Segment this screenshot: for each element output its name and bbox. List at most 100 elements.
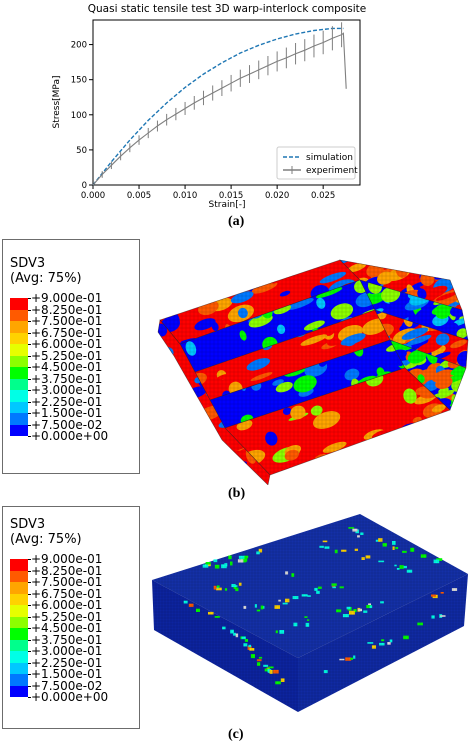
damage-patch — [161, 399, 172, 413]
legend-color-swatch — [10, 593, 28, 605]
damage-patch — [410, 434, 432, 446]
y-axis-label: Stress[MPa] — [52, 76, 62, 129]
damage-patch — [178, 417, 196, 427]
legend-color-swatch — [10, 378, 28, 390]
legend-color-swatch — [10, 651, 28, 663]
mesh-overlay-side — [298, 574, 468, 712]
stress-strain-chart: Quasi static tensile test 3D warp-interl… — [52, 3, 366, 210]
y-tick-label: 100 — [71, 111, 87, 121]
legend-tick — [28, 355, 31, 357]
y-tick-label: 50 — [76, 146, 87, 156]
legend-value-label: +1.500e-01 — [31, 667, 103, 681]
x-tick-label: 0.000 — [81, 191, 105, 201]
mesh-overlay — [195, 310, 390, 400]
series-line-simulation — [92, 27, 344, 186]
damage-patch — [176, 464, 203, 478]
damage-patch — [416, 423, 424, 430]
damage-patch — [436, 424, 450, 440]
damage-patch — [371, 455, 386, 464]
legend-tick — [28, 401, 31, 403]
mesh-overlay-front — [152, 580, 298, 712]
legend-value-label: +6.750e-01 — [31, 325, 103, 340]
legend-value-label: +7.500e-01 — [31, 575, 103, 589]
damage-patch — [220, 279, 228, 288]
damage-patch — [158, 461, 171, 469]
legend-color-swatch — [10, 639, 28, 651]
legend-color-swatch — [10, 559, 28, 571]
legend-c-scale: +9.000e-01 +8.250e-01 +7.500e-01 +6.750e-01… — [10, 553, 130, 703]
damage-patch — [423, 457, 441, 468]
legend-color-swatch — [10, 605, 28, 617]
legend-tick — [28, 674, 31, 675]
legend-color-swatch — [10, 309, 28, 321]
mesh-overlay-top — [152, 514, 468, 658]
damage-patch — [162, 440, 176, 455]
damage-patch — [183, 290, 205, 300]
legend-value-label: +4.500e-01 — [31, 360, 103, 374]
damage-patch — [158, 452, 181, 463]
damage-patch — [172, 466, 194, 479]
legend-color-swatch — [10, 628, 28, 640]
legend-tick — [28, 605, 31, 606]
legend-value-label: +2.250e-01 — [31, 655, 103, 670]
damage-patch — [220, 269, 233, 284]
damage-patch — [218, 462, 239, 473]
legend-tick — [28, 378, 31, 380]
series-line-experiment — [92, 32, 347, 186]
axis-ticks: 0.000 0.005 0.010 0.015 0.020 0.025 0 50 100 150 2… — [71, 41, 336, 201]
caption-c: (c) — [228, 727, 244, 742]
legend-tick — [28, 616, 31, 618]
mesh-overlay — [360, 280, 468, 340]
damage-patch — [158, 444, 171, 461]
legend-tick — [28, 628, 31, 629]
y-tick-label: 0 — [82, 181, 87, 191]
legend-color-swatch — [10, 367, 28, 379]
mesh-overlay — [225, 368, 450, 475]
legend-color-swatch — [10, 344, 28, 356]
legend-value-label: +6.000e-01 — [31, 598, 103, 612]
legend-box — [276, 146, 356, 180]
legend-color-swatch — [10, 685, 28, 697]
damage-patch — [167, 260, 179, 267]
legend-tick — [28, 367, 31, 368]
legend-value-label: +7.500e-02 — [31, 678, 103, 693]
legend-tick — [28, 697, 31, 698]
legend-tick — [28, 390, 31, 391]
damage-patch — [160, 291, 174, 303]
legend-value-label: +3.000e-01 — [31, 644, 103, 658]
damage-patch — [198, 433, 212, 445]
legend-tick — [28, 436, 31, 437]
mesh-overlay — [158, 320, 270, 485]
legend-value-label: +3.750e-01 — [31, 371, 103, 386]
legend-tick — [28, 321, 31, 322]
legend-value-label: +5.250e-01 — [31, 348, 103, 363]
damage-patch — [405, 260, 431, 271]
legend-value-label: +3.000e-01 — [31, 383, 103, 397]
damage-patch — [418, 260, 432, 267]
legend-color-swatch — [10, 298, 28, 310]
damage-patch — [183, 291, 192, 304]
legend-color-swatch — [10, 390, 28, 402]
x-tick-label: 0.010 — [173, 191, 197, 201]
legend-value-label: +0.000e+00 — [31, 429, 109, 443]
chart-title: Quasi static tensile test 3D warp-interl… — [88, 3, 366, 15]
damage-patch — [359, 468, 382, 475]
damage-patch — [160, 402, 179, 414]
damage-patch — [177, 405, 194, 415]
mesh-overlay — [180, 280, 375, 372]
legend-tick — [28, 685, 31, 687]
damage-patch — [431, 260, 457, 270]
legend-tick — [28, 344, 31, 345]
y-tick-label: 200 — [71, 41, 87, 51]
legend-value-label: +2.250e-01 — [31, 394, 103, 409]
legend-value-label: +4.500e-01 — [31, 621, 103, 635]
x-tick-label: 0.020 — [265, 191, 289, 201]
legend-b-subtitle: (Avg: 75%) — [10, 271, 82, 286]
legend-tick — [28, 593, 31, 595]
damage-patch — [197, 280, 209, 291]
damage-patch — [162, 421, 170, 428]
legend-experiment-label: experiment — [306, 166, 358, 176]
x-axis-label: Strain[-] — [209, 200, 246, 210]
mesh-overlay — [375, 310, 468, 368]
legend-value-label: +6.750e-01 — [31, 586, 103, 601]
